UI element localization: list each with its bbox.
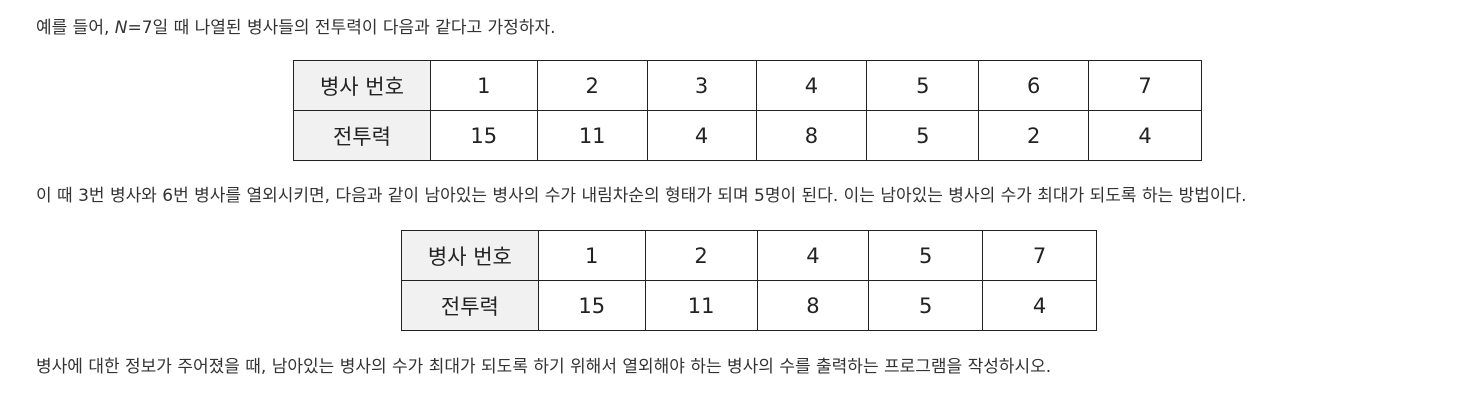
table-row-power: 전투력 15 11 4 8 5 2 4 [293,110,1202,161]
table-cell: 4 [646,110,757,161]
task-paragraph: 병사에 대한 정보가 주어졌을 때, 남아있는 병사의 수가 최대가 되도록 하… [36,357,1052,377]
intro-text-pre: 예를 들어, [36,18,115,38]
table-cell: 7 [982,230,1097,281]
table-cell: 8 [755,110,868,161]
intro-paragraph: 예를 들어, N=7일 때 나열된 병사들의 전투력이 다음과 같다고 가정하자… [36,16,556,40]
table-cell: 4 [755,60,868,111]
table-cell: 1 [537,230,646,281]
table-cell: 15 [537,280,646,331]
table-cell: 5 [866,60,980,111]
soldier-table-remaining: 병사 번호 1 2 4 5 7 전투력 15 11 8 5 4 [401,230,1097,331]
explanation-paragraph: 이 때 3번 병사와 6번 병사를 열외시키면, 다음과 같이 남아있는 병사의… [36,186,1247,206]
table-cell: 5 [866,110,980,161]
row-header-power: 전투력 [293,110,431,161]
table-cell: 15 [429,110,538,161]
table-cell: 1 [429,60,538,111]
table-cell: 2 [644,230,758,281]
table-cell: 2 [978,110,1090,161]
table-row-number: 병사 번호 1 2 4 5 7 [401,230,1097,281]
row-header-number: 병사 번호 [401,230,539,281]
table-cell: 11 [644,280,758,331]
table-row-number: 병사 번호 1 2 3 4 5 6 7 [293,60,1202,111]
intro-text-post: =7일 때 나열된 병사들의 전투력이 다음과 같다고 가정하자. [127,18,556,38]
table-cell: 4 [756,230,870,281]
table-cell: 8 [756,280,870,331]
table-cell: 4 [1088,110,1202,161]
table-cell: 7 [1088,60,1202,111]
table-cell: 11 [536,110,648,161]
row-header-power: 전투력 [401,280,539,331]
row-header-number: 병사 번호 [293,60,431,111]
table-cell: 3 [646,60,757,111]
table-cell: 4 [982,280,1097,331]
table-cell: 2 [536,60,648,111]
table-cell: 6 [978,60,1090,111]
variable-n: N [114,18,128,38]
soldier-table-original: 병사 번호 1 2 3 4 5 6 7 전투력 15 11 4 8 5 2 4 [293,60,1202,161]
table-cell: 5 [868,280,984,331]
table-row-power: 전투력 15 11 8 5 4 [401,280,1097,331]
table-cell: 5 [868,230,984,281]
